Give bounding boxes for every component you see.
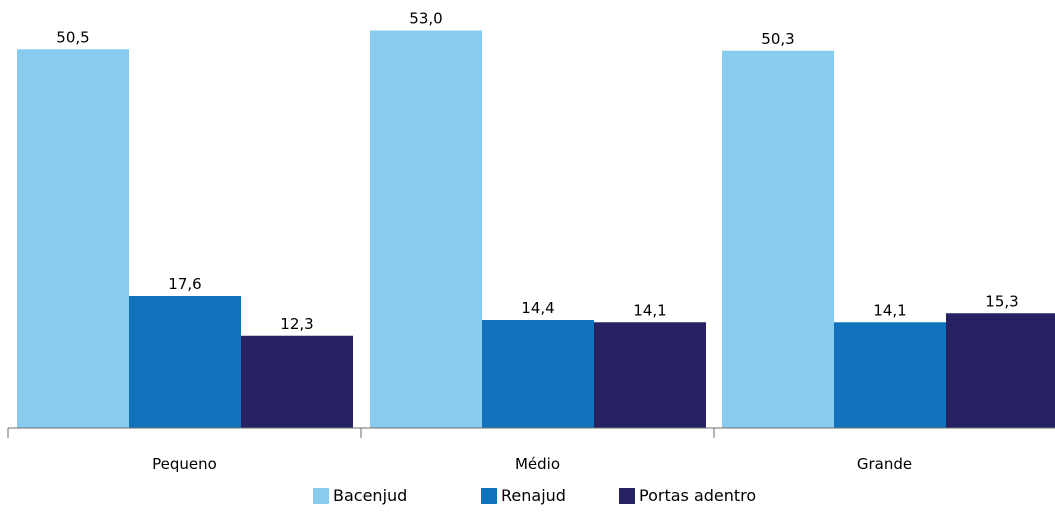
bar-portas-adentro-medio bbox=[594, 322, 706, 428]
legend-item-bacenjud: Bacenjud bbox=[313, 488, 407, 504]
value-label-portas-adentro-grande: 15,3 bbox=[985, 292, 1018, 310]
value-label-portas-adentro-pequeno: 12,3 bbox=[280, 315, 313, 333]
legend-label-portas-adentro: Portas adentro bbox=[639, 486, 757, 505]
legend-label-bacenjud: Bacenjud bbox=[333, 486, 408, 505]
value-label-renajud-grande: 14,1 bbox=[873, 301, 906, 319]
x-axis: Pequeno Médio Grande bbox=[7, 427, 1055, 473]
value-label-bacenjud-medio: 53,0 bbox=[409, 10, 442, 28]
category-label-medio: Médio bbox=[515, 455, 560, 473]
value-label-bacenjud-grande: 50,3 bbox=[761, 30, 794, 48]
bar-portas-adentro-grande bbox=[946, 313, 1055, 428]
bar-renajud-grande bbox=[834, 322, 946, 428]
bar-portas-adentro-pequeno bbox=[241, 335, 353, 428]
legend-swatch-bacenjud bbox=[313, 488, 329, 504]
category-label-pequeno: Pequeno bbox=[152, 455, 217, 473]
value-label-renajud-medio: 14,4 bbox=[521, 299, 554, 317]
category-label-grande: Grande bbox=[857, 455, 912, 473]
bar-bacenjud-pequeno bbox=[17, 49, 129, 428]
bars-layer bbox=[17, 30, 1055, 428]
value-label-renajud-pequeno: 17,6 bbox=[168, 275, 201, 293]
value-label-portas-adentro-medio: 14,1 bbox=[633, 301, 666, 319]
bar-renajud-pequeno bbox=[129, 296, 241, 428]
legend-item-portas-adentro: Portas adentro bbox=[619, 488, 756, 504]
legend-item-renajud: Renajud bbox=[481, 488, 566, 504]
value-labels-layer: 50,5 17,6 12,3 53,0 14,4 14,1 50,3 14,1 15,3 bbox=[56, 10, 1018, 333]
bar-chart: 50,5 17,6 12,3 53,0 14,4 14,1 50,3 14,1 15,3 Peq… bbox=[7, 10, 1055, 473]
legend-swatch-renajud bbox=[481, 488, 497, 504]
legend-swatch-portas-adentro bbox=[619, 488, 635, 504]
bar-renajud-medio bbox=[482, 320, 594, 428]
legend-label-renajud: Renajud bbox=[501, 486, 566, 505]
value-label-bacenjud-pequeno: 50,5 bbox=[56, 28, 89, 46]
bar-bacenjud-medio bbox=[370, 30, 482, 428]
legend: Bacenjud Renajud Portas adentro bbox=[0, 488, 1055, 518]
bar-bacenjud-grande bbox=[722, 50, 834, 428]
